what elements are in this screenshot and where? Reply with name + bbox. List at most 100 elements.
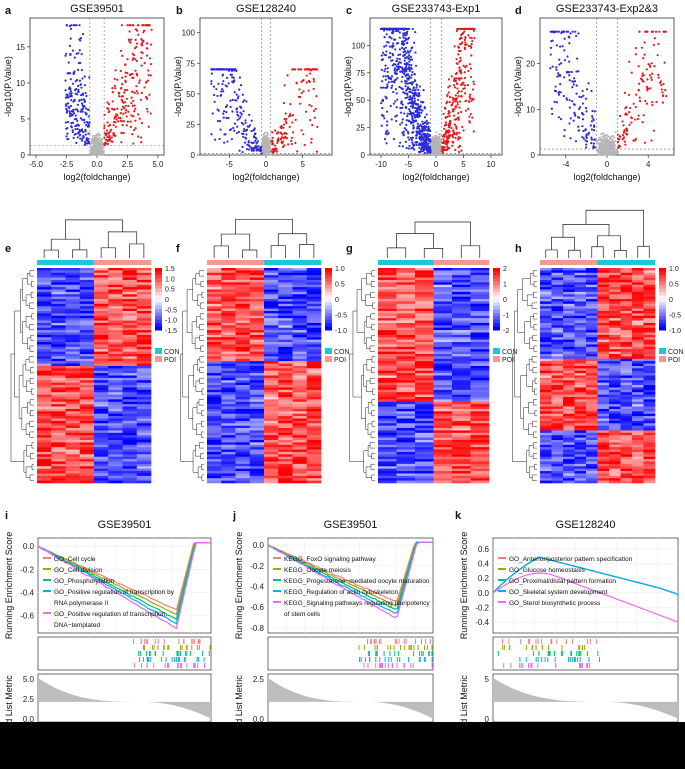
point-down [403,39,406,42]
point-down [408,67,411,70]
point-down [410,100,414,103]
point-down [210,82,213,85]
point-ns [100,147,103,150]
heatmap-cell [122,289,138,293]
point-up [126,120,129,123]
point-up [118,95,121,98]
point-down [414,30,417,34]
point-ns [433,153,436,156]
heatmap-cell [122,363,138,367]
point-down [78,24,81,27]
point-down [79,137,82,140]
point-up [299,68,302,71]
point-down [248,145,251,148]
heatmap-cell [108,368,123,372]
heatmap-cell [108,301,123,305]
point-down [380,101,383,105]
point-up [302,133,305,136]
heatmap-cell [122,382,138,386]
heatmap-cell [65,308,81,312]
point-down [416,103,419,106]
heatmap-cell [79,308,95,312]
point-down [86,139,89,142]
point-up [124,79,127,82]
point-down [72,136,75,139]
heatmap-cell [65,287,81,290]
heatmap-cell [37,277,52,281]
heatmap-cell [94,327,109,331]
point-down [254,144,257,148]
point-up [632,102,635,105]
point-up [300,91,303,95]
point-down [384,75,388,78]
point-ns [438,143,441,146]
point-down [404,85,407,88]
point-up [300,80,303,83]
heatmap-cell [136,361,152,364]
point-down [411,89,414,92]
point-up [134,38,137,41]
point-up [628,123,631,127]
heatmap-cell [108,375,123,379]
point-down [560,62,563,65]
heatmap-cell [122,308,138,312]
point-up [145,24,148,27]
point-down [227,82,230,85]
point-up [132,99,135,102]
point-ns [100,143,103,146]
point-up [455,125,458,129]
point-up [282,137,285,140]
x-axis-label: log2(foldchange) [573,172,640,182]
heatmap-cell [65,370,81,374]
point-ns [98,133,101,136]
point-down [224,84,227,87]
point-up [463,87,466,90]
point-down [557,116,560,119]
heatmap-cell [94,306,109,309]
heatmap-cell [94,303,109,307]
point-down [591,109,594,113]
point-up [448,147,451,150]
point-up [296,150,299,153]
point-down [428,134,431,138]
point-up [130,101,133,105]
point-up [117,120,120,123]
heatmap-cell [108,332,123,336]
heatmap-cell [136,306,152,309]
point-ns [607,153,610,156]
heatmap-cell [51,327,66,331]
point-down [77,52,80,55]
point-up [299,102,302,105]
point-up [316,125,319,129]
heatmap-cell [51,373,66,376]
point-up [616,133,619,136]
point-down [85,94,88,98]
point-ns [266,134,269,137]
point-down [84,133,87,136]
point-up [140,64,143,67]
point-down [401,131,404,134]
point-down [78,129,81,132]
point-down [215,88,218,91]
heatmap-cell [94,268,109,271]
point-down [382,114,385,118]
point-up [448,95,452,99]
heatmap-cell [51,282,66,286]
x-axis-label: log2(foldchange) [402,172,469,182]
point-up [455,77,458,80]
point-down [71,49,74,52]
heatmap-cell [65,361,81,364]
point-down [390,75,394,78]
point-down [83,100,86,104]
point-down [582,94,585,97]
dendrogram-branch [29,431,34,438]
heatmap-cell [79,346,95,350]
point-up [456,91,459,95]
point-down [76,93,79,96]
point-down [581,135,584,139]
point-down [549,67,552,70]
y-tick-label: 50 [356,96,365,105]
heatmap-cell [79,380,95,383]
point-down [415,86,418,89]
point-down [405,123,408,127]
